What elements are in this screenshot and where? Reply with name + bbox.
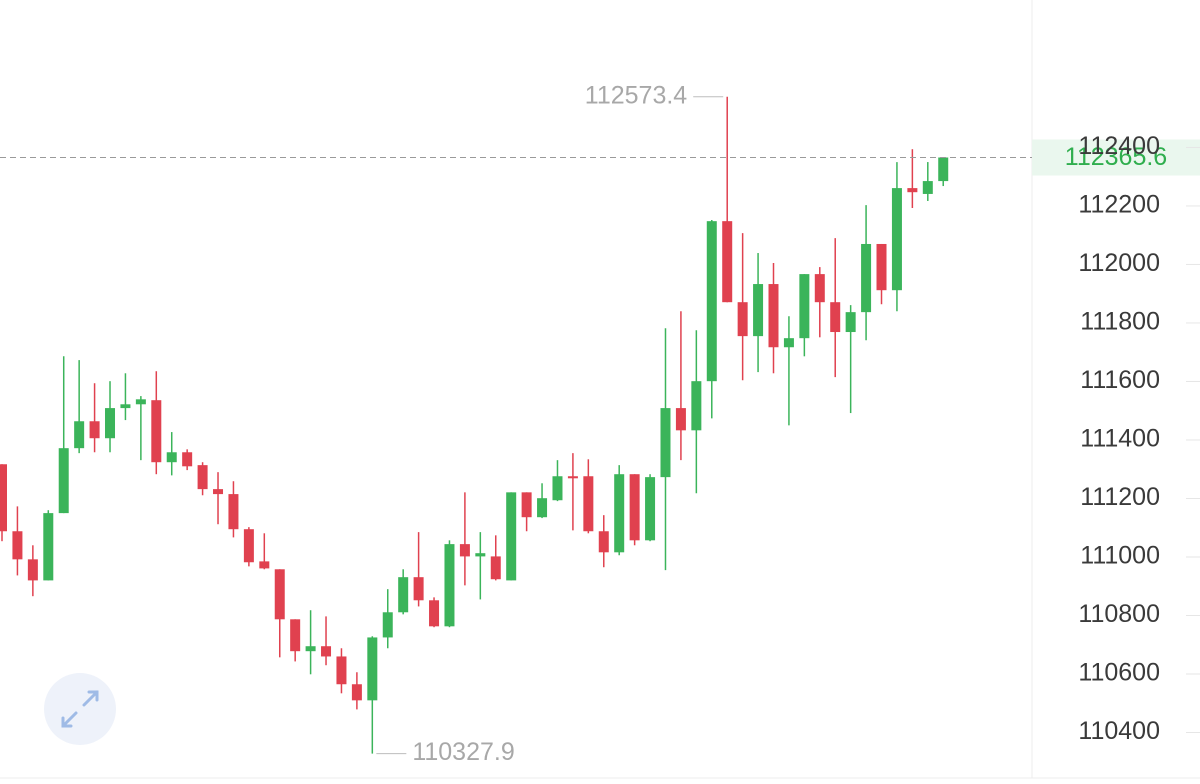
candle-body — [861, 243, 872, 313]
y-tick-label: 111400 — [1080, 425, 1160, 453]
candle-body — [845, 312, 856, 333]
y-tick-label: 110800 — [1078, 600, 1160, 628]
candle-body — [398, 577, 409, 613]
candle-body — [274, 569, 285, 620]
candle-body — [459, 544, 470, 557]
candle-body — [876, 243, 887, 291]
candle-body — [105, 408, 116, 439]
candle-body — [413, 577, 424, 601]
candle-body — [259, 561, 270, 569]
candle-body — [490, 556, 501, 580]
candle-body — [768, 284, 779, 348]
candle-body — [614, 474, 625, 553]
price-label: 112365.6 — [1065, 143, 1167, 171]
candle-body — [336, 656, 347, 685]
candle-body — [922, 181, 933, 194]
candle-body — [382, 612, 393, 638]
candle-body — [197, 465, 208, 490]
candle-body — [58, 448, 69, 514]
candle-body — [537, 498, 548, 518]
price-box — [1032, 139, 1200, 176]
y-tick-label: 112000 — [1078, 249, 1160, 277]
candle-body — [43, 513, 54, 581]
candle-body — [506, 492, 517, 581]
candle-body — [27, 559, 38, 581]
candle-body — [367, 637, 378, 701]
candle-body — [74, 421, 85, 449]
candle-body — [799, 274, 810, 339]
candle-body — [567, 476, 578, 479]
axis-panel — [1032, 0, 1200, 784]
y-tick-label: 110400 — [1078, 717, 1160, 745]
candle-body — [645, 477, 656, 541]
candle-body — [783, 338, 794, 348]
candle-body — [0, 464, 7, 532]
candle-body — [12, 531, 23, 560]
expand-bg[interactable] — [44, 673, 116, 745]
candle-body — [243, 529, 254, 563]
candle-body — [629, 474, 640, 541]
min-label: 110327.9 — [412, 738, 514, 766]
y-tick-label: 112400 — [1078, 132, 1160, 160]
candle-body — [182, 452, 193, 467]
candle-body — [907, 188, 918, 193]
candle-body — [598, 531, 609, 553]
candle-body — [351, 684, 362, 701]
candle-body — [938, 157, 949, 182]
candle-body — [213, 489, 224, 495]
y-tick-label: 110600 — [1078, 659, 1160, 687]
candle-body — [321, 646, 332, 657]
candle-body — [552, 476, 563, 501]
candle-body — [444, 544, 455, 627]
candle-body — [891, 188, 902, 291]
candle-body — [814, 274, 825, 303]
y-tick-label: 111000 — [1080, 542, 1160, 570]
candle-body — [706, 221, 717, 382]
candle-body — [290, 619, 301, 652]
expand-button[interactable] — [44, 673, 116, 745]
candle-body — [166, 452, 177, 463]
candle-body — [305, 646, 316, 652]
candle-body — [737, 302, 748, 337]
y-tick-label: 111800 — [1080, 308, 1160, 336]
y-tick-label: 112200 — [1078, 191, 1160, 219]
candle-body — [753, 284, 764, 337]
candle-body — [228, 494, 239, 530]
y-tick-label: 111600 — [1080, 366, 1160, 394]
candle-body — [830, 302, 841, 333]
candle-body — [135, 399, 146, 405]
candle-body — [675, 408, 686, 431]
candle-body — [89, 421, 100, 439]
candle-body — [429, 600, 440, 627]
y-tick-label: 111200 — [1080, 483, 1160, 511]
max-label: 112573.4 — [585, 81, 688, 109]
candle-body — [475, 553, 486, 557]
candle-body — [583, 476, 594, 532]
candle-body — [722, 221, 733, 303]
expand-icon[interactable] — [61, 690, 99, 728]
candle-body — [660, 408, 671, 478]
candle-body — [521, 492, 532, 518]
candle-body — [151, 400, 162, 463]
candle-body — [691, 381, 702, 431]
candle-body — [120, 404, 131, 409]
